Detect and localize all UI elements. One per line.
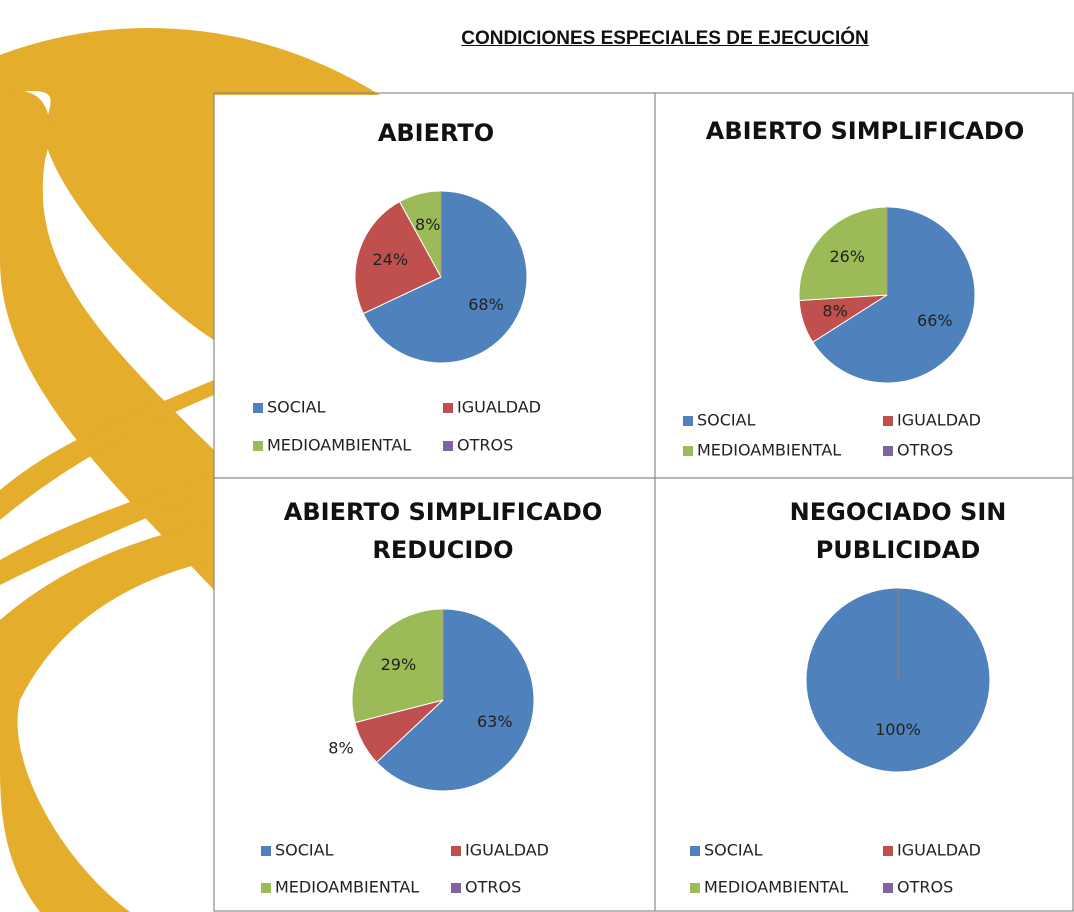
legend-swatch xyxy=(261,883,271,893)
page-title: CONDICIONES ESPECIALES DE EJECUCIÓN xyxy=(400,28,930,50)
legend-swatch xyxy=(883,416,893,426)
page: 68% 24% 8% SOCIAL IGUALDAD MEDIOAMBIENTAL OTRO… xyxy=(0,0,1074,912)
legend-label: OTROS xyxy=(897,441,953,460)
legend-label: SOCIAL xyxy=(697,411,756,430)
data-label: 100% xyxy=(875,720,921,739)
legend-swatch xyxy=(683,446,693,456)
data-label: 68% xyxy=(468,295,504,314)
data-label: 26% xyxy=(829,247,865,266)
legend-swatch xyxy=(451,846,461,856)
data-label: 8% xyxy=(415,215,440,234)
chart-title: ABIERTO SIMPLIFICADO xyxy=(675,112,1055,150)
legend-swatch xyxy=(261,846,271,856)
background-swirl xyxy=(0,28,380,912)
data-label: 24% xyxy=(373,250,409,269)
data-label: 8% xyxy=(822,301,847,320)
legend-label: IGUALDAD xyxy=(897,411,981,430)
legend-swatch xyxy=(443,403,453,413)
legend-label: SOCIAL xyxy=(704,841,763,860)
data-label: 29% xyxy=(381,655,417,674)
legend-label: SOCIAL xyxy=(275,841,334,860)
legend-swatch xyxy=(443,441,453,451)
chart-title: ABIERTO xyxy=(256,114,616,152)
legend-label: MEDIOAMBIENTAL xyxy=(275,878,419,897)
chart-title: NEGOCIADO SIN PUBLICIDAD xyxy=(738,493,1058,569)
legend-label: MEDIOAMBIENTAL xyxy=(697,441,841,460)
legend-swatch xyxy=(690,846,700,856)
legend-label: IGUALDAD xyxy=(457,398,541,417)
legend-label: OTROS xyxy=(897,878,953,897)
legend-swatch xyxy=(253,441,263,451)
legend-swatch xyxy=(690,883,700,893)
legend-label: MEDIOAMBIENTAL xyxy=(267,436,411,455)
legend-swatch xyxy=(451,883,461,893)
data-label: 66% xyxy=(917,311,953,330)
data-label: 63% xyxy=(477,712,513,731)
data-label: 8% xyxy=(328,739,353,758)
legend-label: IGUALDAD xyxy=(465,841,549,860)
legend-label: OTROS xyxy=(457,436,513,455)
legend-label: OTROS xyxy=(465,878,521,897)
legend-swatch xyxy=(683,416,693,426)
legend-swatch xyxy=(883,446,893,456)
legend-swatch xyxy=(883,846,893,856)
legend-swatch xyxy=(883,883,893,893)
legend-label: SOCIAL xyxy=(267,398,326,417)
legend-swatch xyxy=(253,403,263,413)
chart-title: ABIERTO SIMPLIFICADO REDUCIDO xyxy=(273,493,613,569)
legend-label: IGUALDAD xyxy=(897,841,981,860)
legend-label: MEDIOAMBIENTAL xyxy=(704,878,848,897)
